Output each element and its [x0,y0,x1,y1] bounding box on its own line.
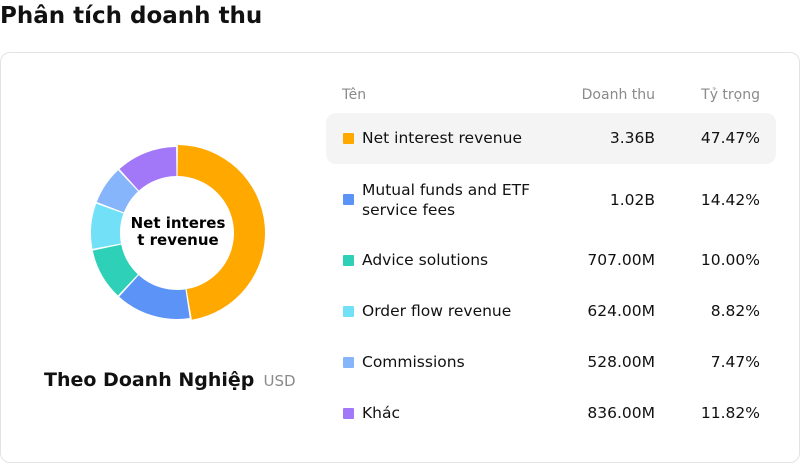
chart-title: Theo Doanh Nghiệp [44,369,255,391]
table-row[interactable]: Net interest revenue 3.36B 47.47% [326,113,776,164]
page-title: Phân tích doanh thu [0,3,263,29]
row-revenue: 1.02B [609,191,655,209]
row-name: Commissions [362,353,465,371]
legend-swatch [343,306,354,317]
table-header: Tên Doanh thu Tỷ trọng [326,87,776,107]
row-name: Advice solutions [362,251,489,269]
donut-chart-area: Net interest revenue Theo Doanh Nghiệp U… [1,53,321,462]
table-row[interactable]: Order flow revenue 624.00M 8.82% [326,286,776,336]
legend-swatch [343,255,354,266]
row-share: 47.47% [700,129,760,147]
row-share: 10.00% [700,251,760,269]
donut-slice-order-flow-revenue[interactable] [91,203,124,249]
header-revenue: Doanh thu [581,87,655,103]
donut-center-label: Net interest revenue [130,214,226,249]
table-row[interactable]: Commissions 528.00M 7.47% [326,337,776,387]
row-share: 14.42% [700,191,760,209]
row-share: 7.47% [710,353,760,371]
chart-segment-title: Theo Doanh Nghiệp USD [44,369,296,391]
legend-swatch [343,408,354,419]
donut-slice-net-interest-revenue[interactable] [177,145,266,320]
legend-swatch [343,133,354,144]
row-revenue: 836.00M [587,404,655,422]
row-revenue: 707.00M [587,251,655,269]
row-share: 8.82% [710,302,760,320]
legend-swatch [343,357,354,368]
row-revenue: 528.00M [587,353,655,371]
row-name: Khác [362,404,401,422]
donut-slice-kh-c[interactable] [119,147,177,191]
donut-slice-advice-solutions[interactable] [92,244,138,296]
row-revenue: 3.36B [609,129,655,147]
donut-slice-mutual-funds-and-etf-service-fees[interactable] [119,275,190,319]
donut-slice-commissions[interactable] [96,170,139,213]
table-row[interactable]: Khác 836.00M 11.82% [326,388,776,438]
header-share: Tỷ trọng [701,87,760,103]
row-name: Mutual funds and ETF service fees [362,181,531,219]
chart-unit: USD [263,372,296,390]
row-revenue: 624.00M [587,302,655,320]
revenue-table: Tên Doanh thu Tỷ trọng Net interest reve… [326,53,776,462]
header-name: Tên [342,87,367,103]
legend-swatch [343,194,354,205]
table-row[interactable]: Advice solutions 707.00M 10.00% [326,235,776,285]
row-share: 11.82% [700,404,760,422]
donut-chart [91,145,266,320]
row-name: Net interest revenue [362,129,522,147]
table-row[interactable]: Mutual funds and ETF service fees 1.02B … [326,170,776,230]
row-name: Order flow revenue [362,302,512,320]
revenue-analysis-card: Net interest revenue Theo Doanh Nghiệp U… [0,52,800,463]
